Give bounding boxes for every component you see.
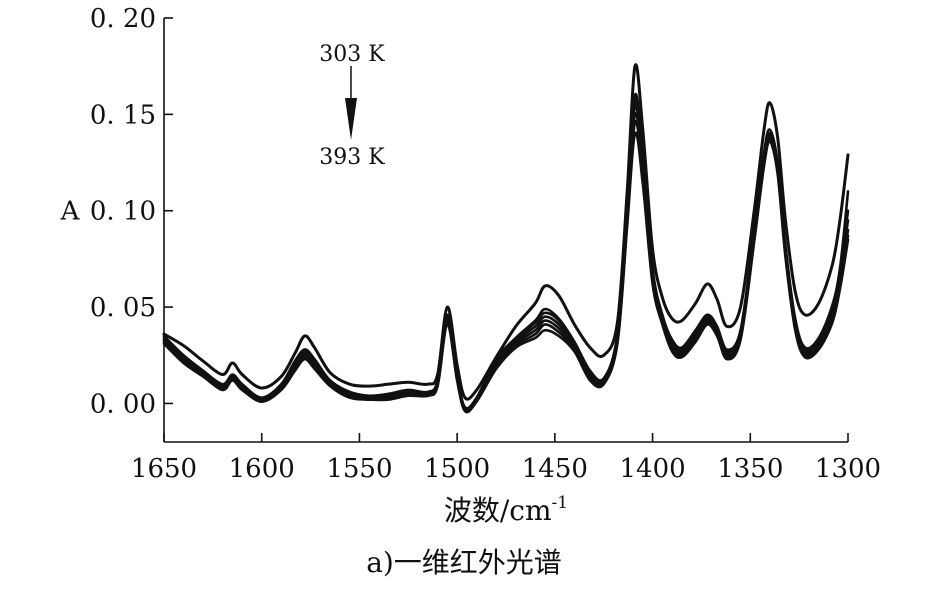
- spectrum-line: [162, 98, 850, 410]
- x-tick-label: 1400: [619, 454, 685, 484]
- x-tick-label: 1450: [522, 454, 588, 484]
- x-tick-label: 1500: [424, 454, 490, 484]
- x-tick-label: 1550: [326, 454, 392, 484]
- spectrum-line: [162, 104, 850, 412]
- y-axis-label: A: [60, 197, 81, 227]
- spectrum-line: [162, 92, 850, 410]
- annotation-arrow-head: [345, 98, 357, 140]
- temperature-annotation: 303 K 393 K: [319, 42, 385, 170]
- x-axis-label: 波数/cm-1: [444, 493, 568, 527]
- x-axis-label-superscript: -1: [552, 493, 569, 513]
- y-tick-label: 0. 15: [90, 100, 156, 130]
- x-ticks: 1650 1600 1550 1500 1450 1400 1350 1300: [131, 433, 881, 484]
- x-tick-label: 1600: [229, 454, 295, 484]
- axes: [163, 18, 848, 443]
- y-tick-label: 0. 10: [90, 197, 156, 227]
- figure-caption: a)一维红外光谱: [366, 546, 562, 579]
- spectrum-line: [162, 111, 850, 412]
- y-tick-label: 0. 00: [90, 389, 156, 419]
- x-tick-label: 1350: [717, 454, 783, 484]
- y-ticks: 0. 00 0. 05 0. 10 0. 15 0. 20: [90, 4, 173, 419]
- spectra-series: [162, 63, 850, 414]
- x-axis-label-text: 波数/cm: [444, 494, 552, 527]
- x-tick-label: 1650: [131, 454, 197, 484]
- y-tick-label: 0. 05: [90, 293, 156, 323]
- spectrum-line: [162, 131, 850, 414]
- annotation-label-303k: 303 K: [319, 42, 385, 67]
- annotation-label-393k: 393 K: [319, 145, 385, 170]
- y-tick-label: 0. 20: [90, 4, 156, 34]
- spectrum-line: [162, 63, 850, 401]
- spectrum-line: [162, 119, 850, 412]
- x-tick-label: 1300: [815, 454, 881, 484]
